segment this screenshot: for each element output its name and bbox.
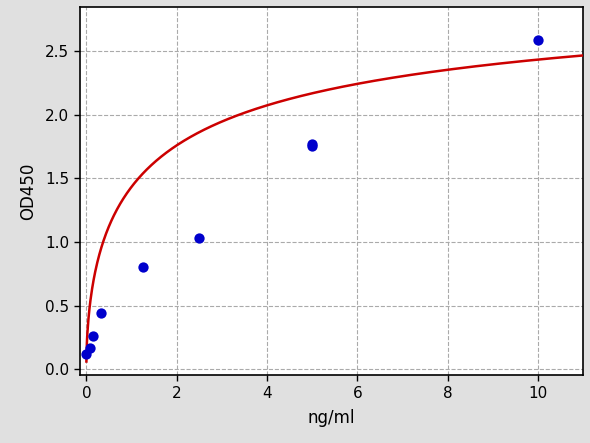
Point xyxy=(81,350,91,358)
Point xyxy=(195,235,204,242)
Y-axis label: OD450: OD450 xyxy=(19,163,37,220)
Point xyxy=(533,36,543,43)
Point xyxy=(307,143,317,150)
Point xyxy=(88,332,98,339)
X-axis label: ng/ml: ng/ml xyxy=(307,409,355,427)
Point xyxy=(85,345,94,352)
Point xyxy=(138,264,148,271)
Point xyxy=(96,309,105,316)
Point xyxy=(307,140,317,147)
